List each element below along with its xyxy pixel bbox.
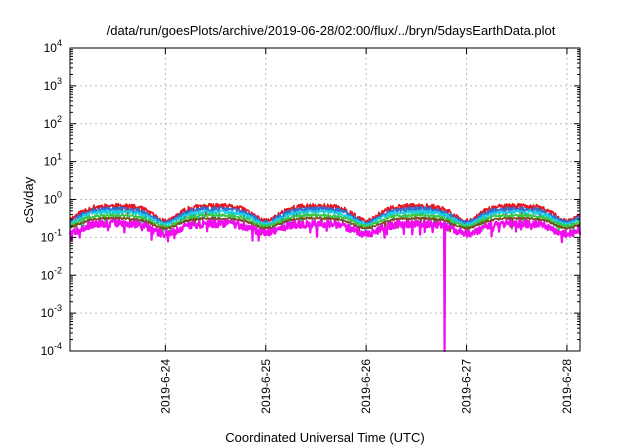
y-tick-label: 10-2 <box>41 265 62 282</box>
y-tick-label: 103 <box>44 76 62 93</box>
y-tick-label: 102 <box>44 114 62 131</box>
y-tick-label: 10-1 <box>41 227 62 244</box>
x-tick-label: 2019-6-27 <box>460 359 474 414</box>
y-tick-label: 104 <box>44 38 62 55</box>
y-tick-label: 10-3 <box>41 303 62 320</box>
grid-layer <box>70 48 580 351</box>
y-tick-label: 10-4 <box>41 341 62 358</box>
x-axis: 2019-6-24 2019-6-25 2019-6-26 2019-6-27 2019… <box>158 48 574 414</box>
x-tick-label: 2019-6-25 <box>259 359 273 414</box>
y-axis-label: cSv/day <box>21 176 36 223</box>
x-axis-label: Coordinated Universal Time (UTC) <box>225 430 424 445</box>
y-tick-label: 100 <box>44 190 62 207</box>
chart-title: /data/run/goesPlots/archive/2019-06-28/0… <box>107 23 556 38</box>
series-line <box>69 216 581 236</box>
series-line <box>68 219 582 353</box>
x-tick-label: 2019-6-28 <box>560 359 574 414</box>
series-line <box>69 213 581 234</box>
series-layer <box>68 202 582 353</box>
x-tick-label: 2019-6-24 <box>158 359 172 414</box>
y-tick-label: 101 <box>44 152 62 169</box>
y-axis: 10-4 10-3 10-2 10-1 100 101 102 103 104 <box>41 38 580 358</box>
x-tick-label: 2019-6-26 <box>359 359 373 414</box>
series-line <box>69 209 581 234</box>
